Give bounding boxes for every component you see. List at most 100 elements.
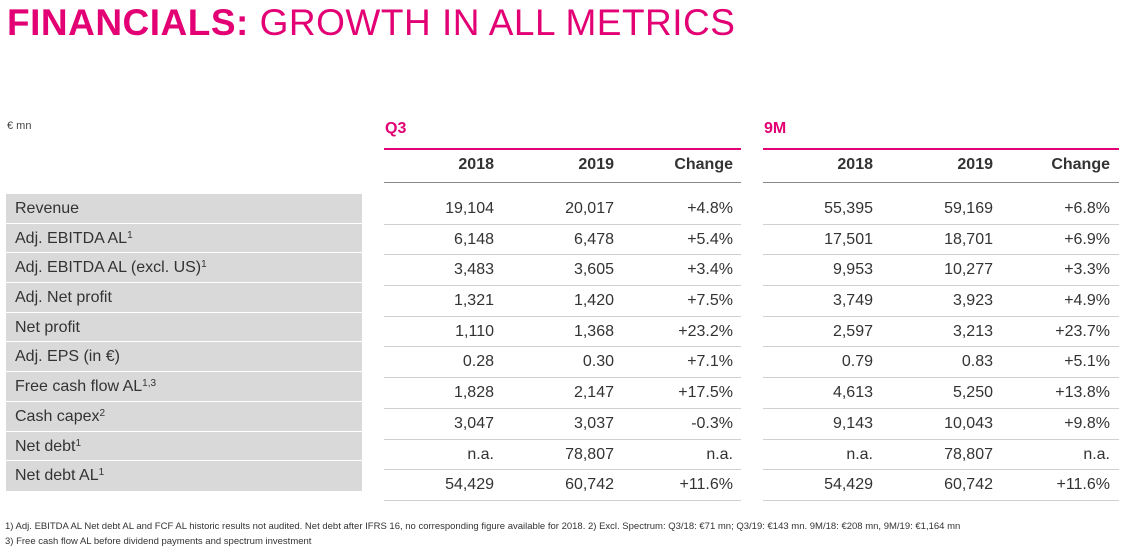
cell-nm-2018: 3,749: [832, 292, 873, 310]
title-bold: FINANCIALS:: [7, 2, 249, 43]
table-row: 54,429 60,742 +11.6%: [384, 470, 741, 501]
cell-nm-change: +4.9%: [1064, 292, 1110, 310]
table-row: 1,110 1,368 +23.2%: [384, 317, 741, 348]
cell-nm-2018: 54,429: [824, 476, 873, 494]
cell-nm-2018: 9,143: [832, 414, 873, 432]
row-label: Net profit: [6, 313, 362, 343]
cell-q3-change: +17.5%: [678, 384, 733, 402]
table-row: n.a. 78,807 n.a.: [763, 440, 1119, 471]
table-row: 55,395 59,169 +6.8%: [763, 194, 1119, 225]
cell-nm-2018: 0.79: [841, 353, 873, 371]
cell-nm-2019: 5,250: [952, 384, 993, 402]
cell-nm-change: +3.3%: [1064, 261, 1110, 279]
row-label-text: Revenue: [15, 200, 80, 217]
cell-nm-change: +6.8%: [1064, 200, 1110, 217]
table-row: n.a. 78,807 n.a.: [384, 440, 741, 471]
row-label-text: Free cash flow AL: [15, 378, 143, 396]
nine-m-data-block: 55,395 59,169 +6.8% 17,501 18,701 +6.9% 9,953 1…: [763, 194, 1119, 501]
cell-q3-change: +5.4%: [687, 230, 733, 248]
cell-q3-2018: n.a.: [467, 445, 494, 463]
table-row: 1,828 2,147 +17.5%: [384, 378, 741, 409]
table-row: 9,953 10,277 +3.3%: [763, 255, 1119, 287]
cell-nm-change: +6.9%: [1064, 230, 1110, 248]
row-label: Net debt AL1: [6, 461, 362, 491]
cell-nm-change: +13.8%: [1055, 384, 1110, 402]
table-row: 4,613 5,250 +13.8%: [763, 378, 1119, 409]
table-row: 54,429 60,742 +11.6%: [763, 470, 1119, 501]
cell-nm-2019: 78,807: [944, 445, 993, 463]
cell-nm-2019: 0.83: [961, 353, 993, 371]
cell-nm-2019: 18,701: [944, 230, 993, 248]
page-title: FINANCIALS: GROWTH IN ALL METRICS: [7, 2, 735, 44]
cell-nm-change: n.a.: [1083, 445, 1110, 463]
table-row: 3,047 3,037 -0.3%: [384, 409, 741, 440]
footnote-ref: 1: [75, 437, 82, 449]
table-row: 0.79 0.83 +5.1%: [763, 347, 1119, 379]
cell-q3-2018: 1,110: [455, 322, 494, 340]
row-label-text: Net debt AL: [15, 467, 99, 485]
cell-q3-2019: 3,037: [573, 414, 614, 432]
cell-nm-2018: 9,953: [832, 261, 873, 279]
cell-nm-change: +11.6%: [1056, 476, 1110, 494]
row-label-text: Adj. EBITDA AL (excl. US): [15, 259, 202, 277]
col-header-q3-change: Change: [674, 156, 733, 173]
row-label: Net debt1: [6, 432, 362, 462]
footnote-1: 1) Adj. EBITDA AL Net debt AL and FCF AL…: [5, 521, 961, 532]
table-row: 3,749 3,923 +4.9%: [763, 286, 1119, 317]
cell-q3-2018: 54,429: [445, 476, 494, 494]
row-label-text: Adj. EBITDA AL: [15, 229, 128, 247]
cell-nm-2019: 10,043: [944, 414, 993, 432]
row-label: Adj. EBITDA AL (excl. US)1: [6, 253, 362, 284]
cell-q3-2019: 20,017: [565, 200, 614, 217]
cell-q3-2019: 6,478: [573, 230, 614, 248]
col-header-q3-2018: 2018: [458, 156, 494, 173]
cell-q3-2018: 1,828: [453, 384, 494, 402]
cell-q3-change: +11.6%: [679, 476, 733, 494]
table-row: 6,148 6,478 +5.4%: [384, 225, 741, 256]
header-q3-rule: [384, 182, 741, 183]
unit-label: € mn: [7, 120, 32, 132]
table-row: 9,143 10,043 +9.8%: [763, 409, 1119, 440]
cell-nm-2019: 60,742: [944, 476, 993, 494]
row-label: Adj. EBITDA AL1: [6, 224, 362, 254]
header-9m-rule: [763, 182, 1119, 183]
cell-nm-2019: 10,277: [944, 261, 993, 279]
cell-q3-2018: 1,321: [453, 292, 494, 310]
cell-q3-2018: 19,104: [445, 200, 494, 217]
cell-nm-2018: 2,597: [832, 322, 873, 340]
row-label: Cash capex2: [6, 402, 362, 432]
footnote-ref: 1: [201, 259, 207, 271]
cell-nm-change: +5.1%: [1064, 353, 1110, 371]
cell-q3-2019: 2,147: [573, 384, 614, 402]
cell-nm-2019: 3,923: [952, 292, 993, 310]
cell-q3-2019: 78,807: [565, 445, 614, 463]
cell-q3-change: +23.2%: [678, 322, 733, 340]
col-header-q3-2019: 2019: [578, 156, 614, 173]
cell-nm-2018: 4,613: [832, 384, 873, 402]
group-q3-rule: [384, 148, 741, 150]
cell-nm-2018: 55,395: [824, 200, 873, 217]
cell-q3-change: -0.3%: [691, 414, 733, 432]
group-9m: 9M: [764, 120, 787, 137]
row-labels: Revenue Adj. EBITDA AL1 Adj. EBITDA AL (ex…: [6, 194, 362, 491]
title-light: GROWTH IN ALL METRICS: [259, 2, 736, 43]
table-row: 19,104 20,017 +4.8%: [384, 194, 741, 225]
group-q3: Q3: [385, 120, 407, 137]
cell-q3-2018: 0.28: [462, 353, 494, 371]
table-row: 3,483 3,605 +3.4%: [384, 255, 741, 287]
cell-q3-2018: 3,483: [453, 261, 494, 279]
cell-q3-change: +4.8%: [687, 200, 733, 217]
row-label-text: Adj. Net profit: [15, 289, 112, 307]
row-label-text: Net profit: [15, 318, 80, 336]
row-label-text: Net debt: [15, 437, 76, 455]
q3-data-block: 19,104 20,017 +4.8% 6,148 6,478 +5.4% 3,483 3,6…: [384, 194, 741, 501]
cell-q3-change: +7.5%: [687, 292, 733, 310]
cell-q3-2019: 60,742: [565, 476, 614, 494]
col-header-9m-2019: 2019: [957, 156, 993, 173]
row-label: Revenue: [6, 194, 362, 224]
cell-nm-2018: n.a.: [846, 445, 873, 463]
cell-nm-2019: 59,169: [944, 200, 993, 217]
footnote-ref: 1: [98, 467, 105, 479]
col-header-9m-2018: 2018: [837, 156, 873, 173]
group-9m-rule: [763, 148, 1119, 150]
